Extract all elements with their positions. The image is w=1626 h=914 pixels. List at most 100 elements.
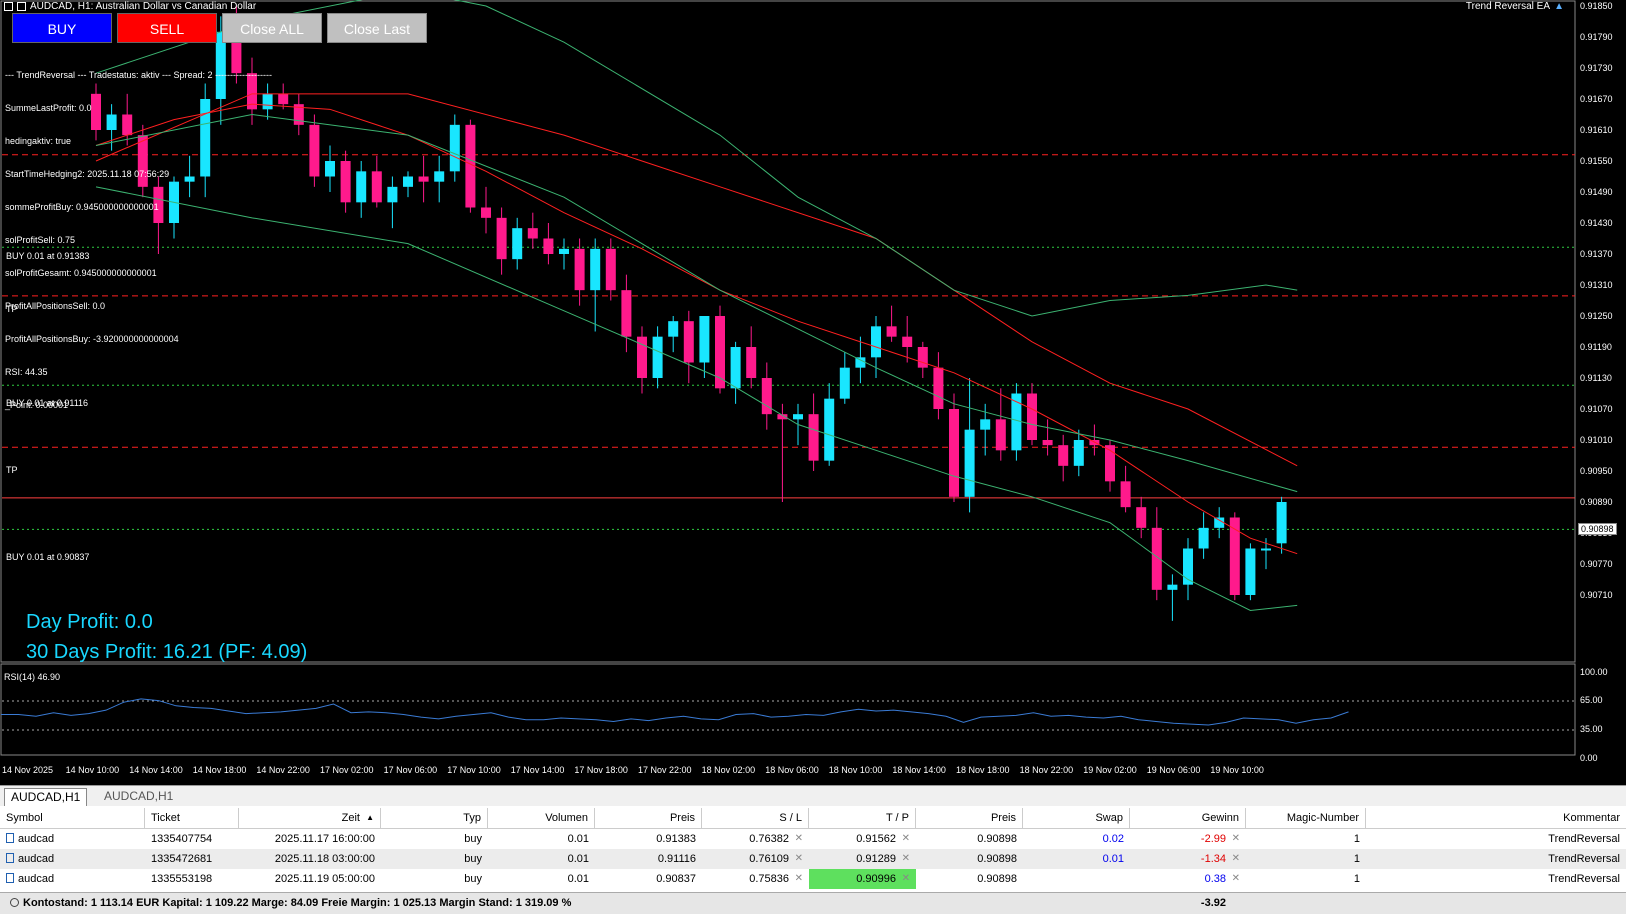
swap-cell (1023, 869, 1130, 889)
sl-cell[interactable]: 0.76109 ✕ (702, 849, 809, 869)
close-x-icon[interactable]: ✕ (794, 853, 803, 864)
time-cell: 2025.11.19 05:00:00 (274, 873, 375, 885)
bear-candle (761, 378, 772, 415)
bull-candle (559, 248, 569, 254)
minus-circle-icon[interactable] (10, 898, 19, 907)
col-symbol[interactable]: Symbol (0, 808, 145, 828)
bull-candle (106, 114, 117, 130)
bear-candle (715, 316, 725, 389)
col-type[interactable]: Typ (381, 808, 488, 828)
col-swap[interactable]: Swap (1023, 808, 1130, 828)
close-last-button[interactable]: Close Last (327, 13, 427, 43)
table-row[interactable]: audcad 1335407754 2025.11.17 16:00:00 bu… (0, 829, 1626, 849)
price-axis-label: 0.90950 (1580, 466, 1613, 476)
chart-tabs: AUDCAD,H1 AUDCAD,H1 (0, 785, 1626, 807)
bull-candle (449, 124, 460, 172)
profit-value: 0.38 (1204, 873, 1226, 885)
close-x-icon[interactable]: ✕ (794, 873, 803, 884)
time-axis-label: 17 Nov 10:00 (447, 765, 501, 775)
price-axis-label: 0.91370 (1580, 249, 1613, 259)
table-row[interactable]: audcad 1335553198 2025.11.19 05:00:00 bu… (0, 869, 1626, 889)
bear-candle (621, 290, 632, 337)
time-axis-label: 14 Nov 10:00 (65, 765, 120, 775)
col-price[interactable]: Preis (595, 808, 702, 828)
info-line: RSI: 44.35 (5, 367, 48, 377)
account-summary: Kontostand: 1 113.14 EUR Kapital: 1 109.… (0, 892, 1626, 914)
price-chart[interactable] (0, 0, 1626, 785)
bull-candle (964, 429, 975, 497)
document-icon (6, 833, 14, 843)
symbol-cell: audcad (0, 829, 145, 849)
time-axis-label: 14 Nov 14:00 (129, 765, 183, 775)
bull-candle (434, 171, 445, 182)
bear-candle (293, 104, 304, 125)
comment-cell: TrendReversal (1548, 833, 1620, 845)
col-sl[interactable]: S / L (702, 808, 809, 828)
bull-candle (855, 357, 866, 368)
type-cell: buy (464, 853, 482, 865)
info-line: ProfitAllPositionsBuy: -3.92000000000000… (5, 334, 179, 344)
chart-area[interactable]: AUDCAD, H1: Australian Dollar vs Canadia… (0, 0, 1626, 785)
tp-cell[interactable]: 0.91289 ✕ (809, 849, 916, 869)
comment-cell: TrendReversal (1548, 853, 1620, 865)
close-x-icon[interactable]: ✕ (1231, 873, 1240, 884)
magic-cell: 1 (1353, 833, 1360, 845)
tab-audcad-h1-2[interactable]: AUDCAD,H1 (104, 789, 174, 803)
dropdown-icon[interactable] (17, 2, 26, 11)
bull-candle (839, 367, 850, 399)
time-axis-label: 17 Nov 18:00 (574, 765, 628, 775)
magic-cell: 1 (1353, 873, 1360, 885)
chart-title: AUDCAD, H1: Australian Dollar vs Canadia… (4, 0, 256, 13)
price-axis-label: 0.91790 (1580, 32, 1613, 42)
tp-cell[interactable]: 0.90996 ✕ (809, 869, 916, 889)
bear-candle (949, 409, 959, 497)
bull-candle (699, 316, 710, 363)
price-axis-label: 0.91550 (1580, 156, 1613, 166)
close-x-icon[interactable]: ✕ (1231, 833, 1240, 844)
buy-button[interactable]: BUY (12, 13, 112, 43)
col-ticket[interactable]: Ticket (145, 808, 239, 828)
sl-cell[interactable]: 0.75836 ✕ (702, 869, 809, 889)
close-x-icon[interactable]: ✕ (1231, 853, 1240, 864)
positions-table: Symbol Ticket Zeit ▲ Typ Volumen Preis S … (0, 806, 1626, 914)
bull-candle (668, 321, 679, 337)
col-volume[interactable]: Volumen (488, 808, 595, 828)
bull-candle (1011, 393, 1022, 451)
tp-value: 0.91289 (856, 853, 896, 865)
col-tp[interactable]: T / P (809, 808, 916, 828)
col-profit[interactable]: Gewinn (1130, 808, 1246, 828)
rsi-label: RSI(14) 46.90 (4, 672, 61, 682)
col-magic[interactable]: Magic-Number (1246, 808, 1366, 828)
close-x-icon[interactable]: ✕ (901, 873, 910, 884)
price-panel-frame (0, 0, 1576, 663)
time-axis-label: 14 Nov 2025 (2, 765, 54, 775)
lower-band-line (95, 186, 1298, 612)
profit-cell: -2.99 ✕ (1130, 829, 1246, 849)
close-all-button[interactable]: Close ALL (222, 13, 322, 43)
volume-cell: 0.01 (567, 853, 589, 865)
time-axis-label: 18 Nov 06:00 (765, 765, 819, 775)
tp-cell[interactable]: 0.91562 ✕ (809, 829, 916, 849)
moving-average-line (95, 103, 1298, 555)
info-line: sommeProfitBuy: 0.945000000000001 (5, 202, 159, 212)
profit-value: -2.99 (1200, 833, 1226, 845)
col-time[interactable]: Zeit ▲ (239, 808, 381, 828)
bull-candle (1073, 440, 1084, 466)
upper-band-line (95, 0, 1298, 317)
bear-candle (1042, 440, 1053, 446)
close-x-icon[interactable]: ✕ (901, 853, 910, 864)
sell-button[interactable]: SELL (117, 13, 217, 43)
table-row[interactable]: audcad 1335472681 2025.11.18 03:00:00 bu… (0, 849, 1626, 869)
type-cell: buy (464, 873, 482, 885)
close-x-icon[interactable]: ✕ (901, 833, 910, 844)
close-x-icon[interactable]: ✕ (794, 833, 803, 844)
middle-band-line (95, 113, 1298, 493)
col-comment[interactable]: Kommentar (1563, 812, 1620, 824)
sl-cell[interactable]: 0.76382 ✕ (702, 829, 809, 849)
col-current-price[interactable]: Preis (916, 808, 1023, 828)
bear-candle (1027, 393, 1037, 440)
bear-candle (231, 31, 242, 74)
bull-candle (590, 248, 601, 291)
tab-audcad-h1[interactable]: AUDCAD,H1 (4, 788, 88, 806)
rsi-axis-label: 65.00 (1580, 695, 1603, 705)
